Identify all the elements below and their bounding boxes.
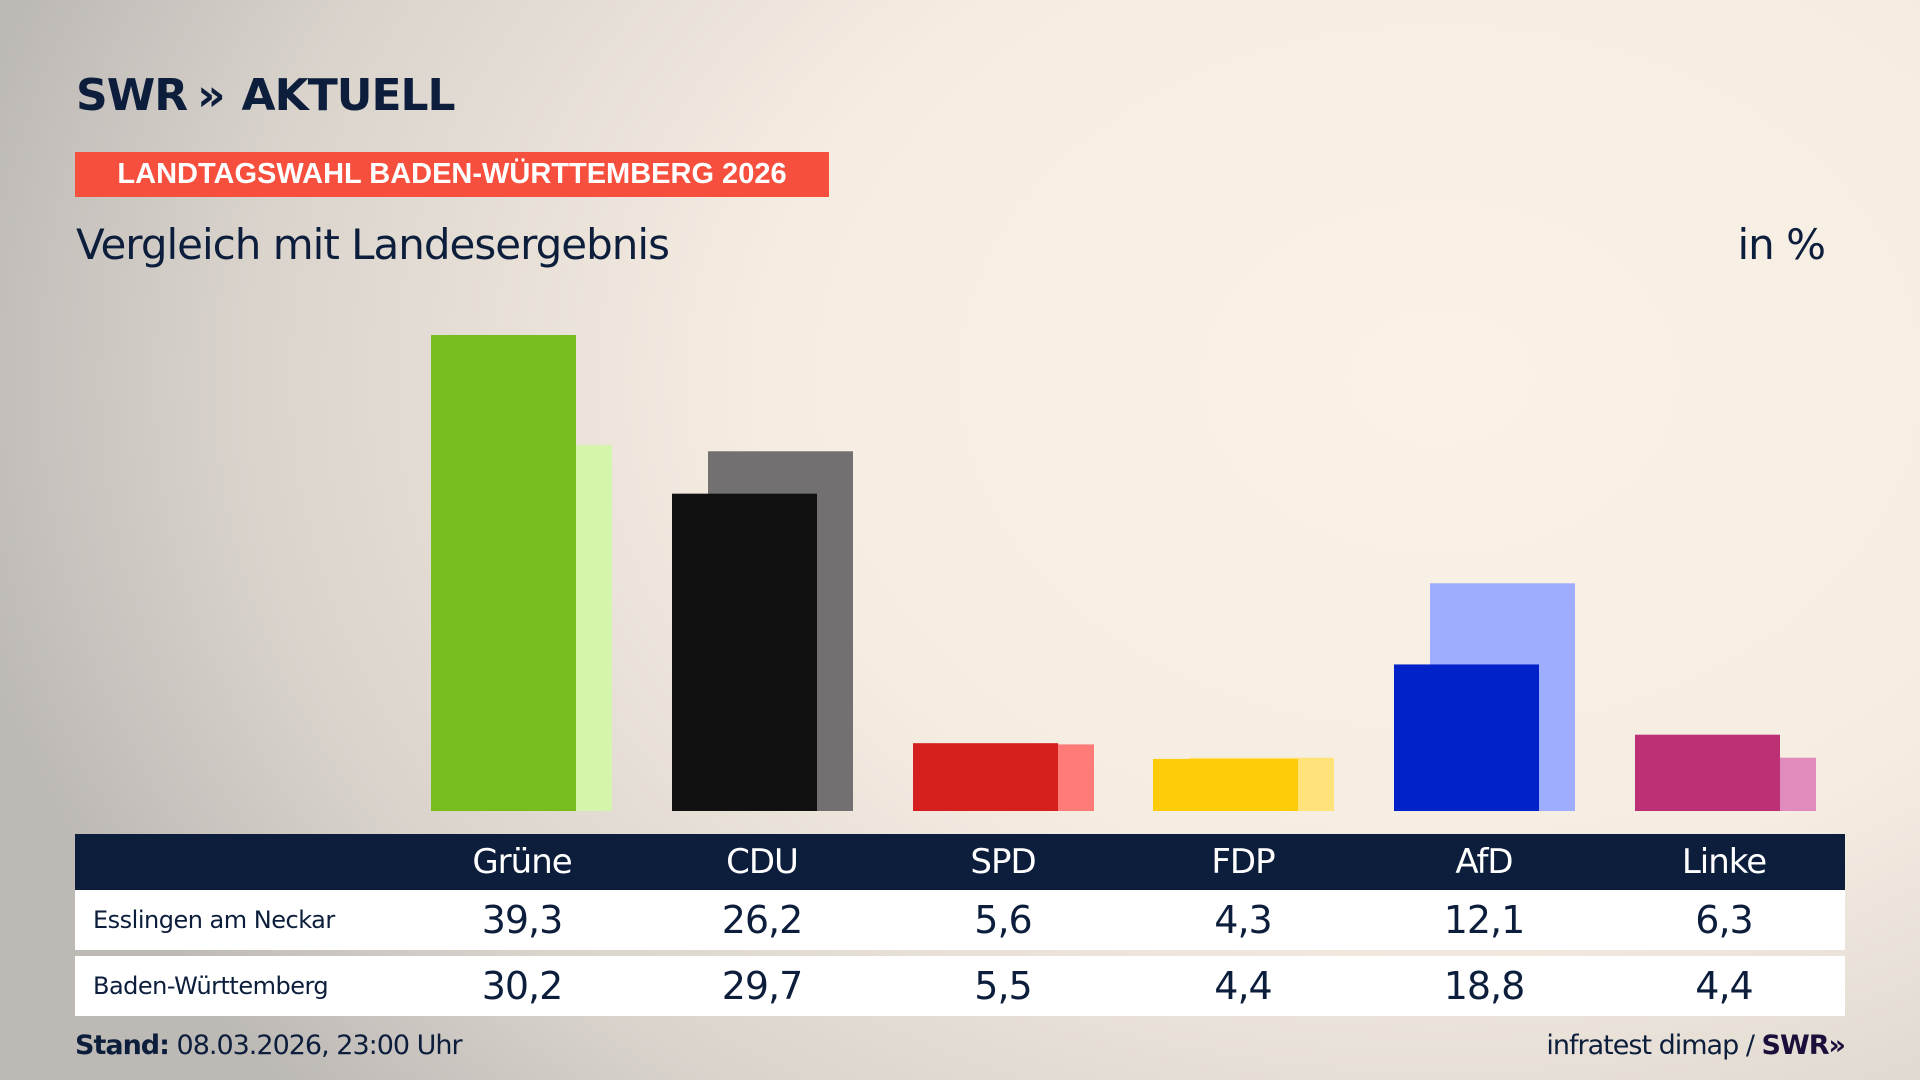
swr-aktuell-logo: SWR» AKTUELL — [76, 70, 456, 121]
source: infratest dimap / SWR» — [1546, 1030, 1846, 1061]
table-cell: 4,3 — [1214, 898, 1272, 942]
bar-wahlkreis-2 — [913, 743, 1058, 811]
column-header: CDU — [726, 842, 799, 882]
table-cell: 4,4 — [1214, 964, 1272, 1008]
logo-aktuell: AKTUELL — [241, 70, 456, 121]
bar-wahlkreis-5 — [1635, 734, 1780, 811]
column-header: AfD — [1455, 842, 1513, 882]
column-header: SPD — [970, 842, 1036, 882]
table-row: Baden-Württemberg 30,2 29,7 5,5 4,4 18,8 4,4 — [75, 956, 1845, 1016]
table-cell: 30,2 — [481, 964, 564, 1008]
bar-wahlkreis-3 — [1153, 758, 1298, 811]
bar-wahlkreis-4 — [1394, 664, 1539, 811]
bar-wahlkreis-1 — [672, 493, 817, 811]
results-table: Grüne CDU SPD FDP AfD Linke Esslingen am Neck… — [75, 834, 1845, 1016]
table-cell: 6,3 — [1695, 898, 1753, 942]
table-cell: 18,8 — [1443, 964, 1526, 1008]
table-cell: 5,6 — [974, 898, 1032, 942]
table-cell: 39,3 — [481, 898, 564, 942]
column-header: FDP — [1211, 842, 1275, 882]
chart-subtitle: Vergleich mit Landesergebnis — [76, 220, 670, 269]
table-cell: 12,1 — [1443, 898, 1526, 942]
table-cell: 4,4 — [1695, 964, 1753, 1008]
row-label: Esslingen am Neckar — [93, 906, 335, 934]
table-cell: 26,2 — [721, 898, 804, 942]
stand-value: 08.03.2026, 23:00 Uhr — [176, 1030, 463, 1061]
column-header: Linke — [1681, 842, 1767, 882]
logo-swr: SWR — [76, 70, 188, 121]
source-text: infratest dimap / — [1546, 1030, 1755, 1061]
unit-label: in % — [1737, 220, 1826, 269]
table-cell: 5,5 — [974, 964, 1032, 1008]
stand-label: Stand: — [75, 1030, 170, 1061]
row-label: Baden-Württemberg — [93, 972, 329, 1000]
source-brand: SWR» — [1761, 1030, 1846, 1061]
table-cell: 29,7 — [721, 964, 804, 1008]
bar-wahlkreis-0 — [431, 335, 576, 811]
column-header: Grüne — [472, 842, 572, 882]
table-row: Esslingen am Neckar 39,3 26,2 5,6 4,3 12,1 6,… — [75, 890, 1845, 950]
timestamp: Stand: 08.03.2026, 23:00 Uhr — [75, 1030, 463, 1061]
table-header: Grüne CDU SPD FDP AfD Linke — [75, 834, 1845, 890]
election-banner: LANDTAGSWAHL BADEN-WÜRTTEMBERG 2026 — [75, 152, 829, 197]
